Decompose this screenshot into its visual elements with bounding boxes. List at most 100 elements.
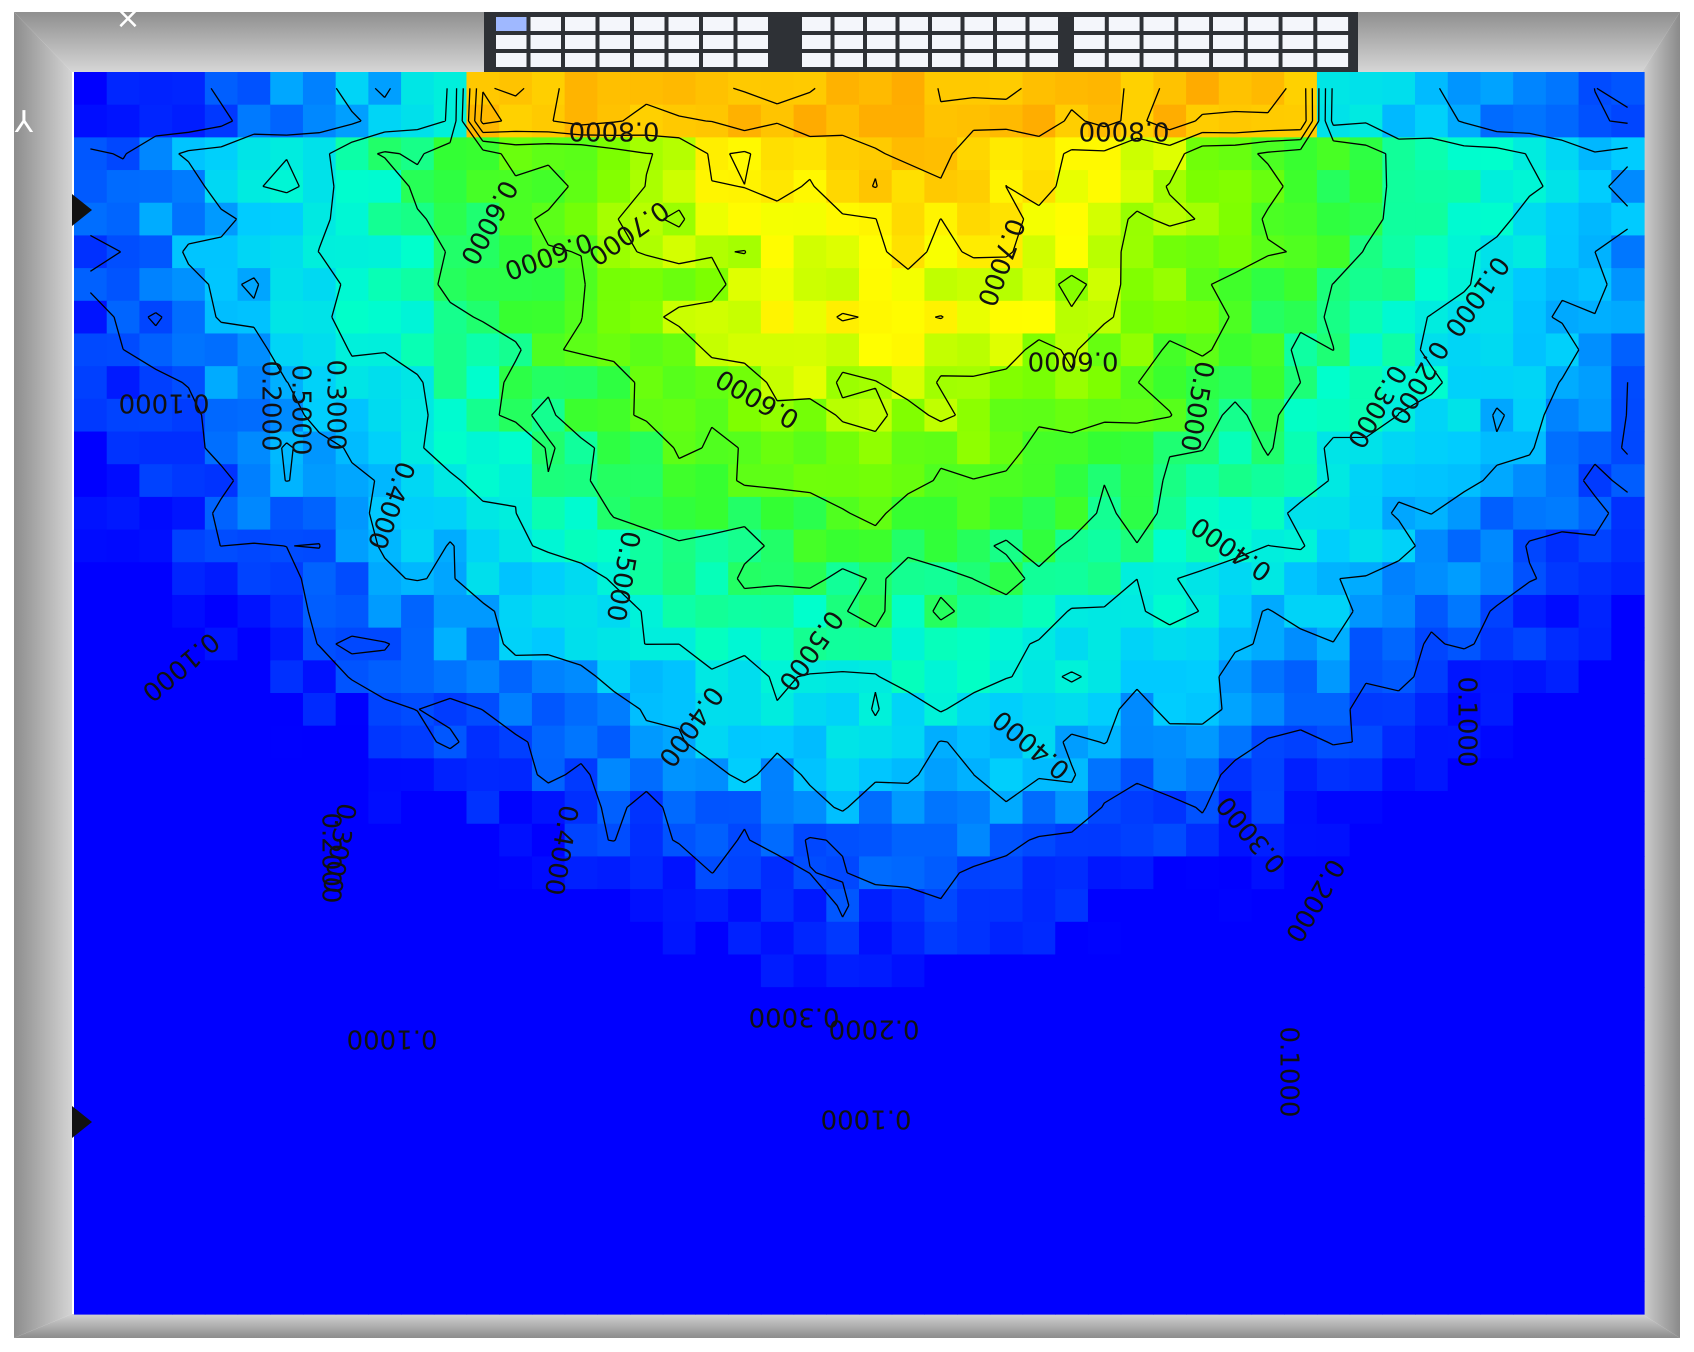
heatmap-cell xyxy=(630,562,664,596)
heatmap-cell xyxy=(1120,791,1154,825)
heatmap-cell xyxy=(1480,987,1514,1021)
heatmap-cell xyxy=(1415,889,1449,923)
heatmap-cell xyxy=(1055,72,1089,106)
heatmap-cell xyxy=(531,954,566,988)
heatmap-cell xyxy=(564,889,598,923)
heatmap-cell xyxy=(499,72,533,106)
heatmap-cell xyxy=(1120,725,1154,759)
contour-label: 0.3000 xyxy=(321,360,351,451)
heatmap-cell xyxy=(466,235,500,269)
heatmap-cell xyxy=(1316,300,1351,335)
heatmap-cell xyxy=(564,856,598,890)
heatmap-cell xyxy=(1087,627,1122,661)
heatmap-cell xyxy=(1349,791,1383,825)
heatmap-cell xyxy=(302,464,337,498)
heatmap-cell xyxy=(1120,398,1154,433)
heatmap-cell xyxy=(630,268,664,302)
heatmap-cell xyxy=(531,758,566,792)
heatmap-cell xyxy=(826,300,860,335)
heatmap-cell xyxy=(1382,758,1416,792)
heatmap-cell xyxy=(1447,1215,1482,1250)
heatmap-cell xyxy=(531,693,566,727)
heatmap-cell xyxy=(1447,1085,1482,1119)
heatmap-cell xyxy=(1611,268,1645,302)
heatmap-cell xyxy=(1447,268,1482,302)
heatmap-cell xyxy=(1578,594,1612,629)
illuminance-heatmap xyxy=(74,72,1645,1315)
heatmap-cell xyxy=(499,1117,533,1152)
heatmap-cell xyxy=(466,464,500,498)
heatmap-cell xyxy=(695,1248,729,1282)
heatmap-cell xyxy=(728,1052,762,1086)
heatmap-cell xyxy=(760,889,795,923)
heatmap-cell xyxy=(106,594,141,629)
heatmap-cell xyxy=(957,1117,991,1152)
heatmap-cell xyxy=(1447,1150,1482,1184)
heatmap-cell xyxy=(695,72,729,106)
heatmap-cell xyxy=(466,1215,500,1250)
heatmap-cell xyxy=(1316,954,1351,988)
heatmap-cell xyxy=(1022,791,1056,825)
heatmap-cell xyxy=(270,300,304,335)
heatmap-cell xyxy=(1284,1215,1318,1250)
heatmap-cell xyxy=(204,72,239,106)
heatmap-cell xyxy=(1284,1183,1318,1217)
heatmap-cell xyxy=(891,725,926,759)
heatmap-cell xyxy=(695,987,729,1021)
heatmap-cell xyxy=(531,72,566,106)
heatmap-cell xyxy=(826,333,860,367)
heatmap-cell xyxy=(401,594,435,629)
heatmap-cell xyxy=(270,594,304,629)
heatmap-cell xyxy=(891,496,926,531)
heatmap-cell xyxy=(1513,1215,1547,1250)
heatmap-cell xyxy=(793,202,827,237)
heatmap-cell xyxy=(1545,1150,1580,1184)
heatmap-cell xyxy=(630,1019,664,1054)
heatmap-cell xyxy=(728,921,762,956)
heatmap-cell xyxy=(891,1281,926,1315)
heatmap-cell xyxy=(237,1150,271,1184)
heatmap-cell xyxy=(74,1215,108,1250)
heatmap-cell xyxy=(139,1215,173,1250)
heatmap-cell xyxy=(237,464,271,498)
heatmap-cell xyxy=(1218,1248,1253,1282)
heatmap-cell xyxy=(826,725,860,759)
heatmap-cell xyxy=(859,104,893,138)
heatmap-cell xyxy=(237,889,271,923)
heatmap-cell xyxy=(531,987,566,1021)
heatmap-cell xyxy=(597,1052,631,1086)
heatmap-cell xyxy=(760,1052,795,1086)
heatmap-cell xyxy=(172,791,206,825)
heatmap-cell xyxy=(433,823,468,858)
heatmap-cell xyxy=(499,889,533,923)
heatmap-cell xyxy=(466,725,500,759)
heatmap-cell xyxy=(302,496,337,531)
heatmap-cell xyxy=(630,366,664,400)
heatmap-cell xyxy=(1415,562,1449,596)
heatmap-cell xyxy=(1120,889,1154,923)
heatmap-cell xyxy=(1349,627,1383,661)
heatmap-cell xyxy=(1218,791,1253,825)
heatmap-cell xyxy=(695,758,729,792)
heatmap-cell xyxy=(564,725,598,759)
heatmap-cell xyxy=(1578,398,1612,433)
heatmap-cell xyxy=(1120,333,1154,367)
heatmap-cell xyxy=(1349,300,1383,335)
heatmap-cell xyxy=(728,987,762,1021)
heatmap-cell xyxy=(433,627,468,661)
heatmap-cell xyxy=(1480,725,1514,759)
heatmap-cell xyxy=(74,1052,108,1086)
heatmap-cell xyxy=(1120,496,1154,531)
heatmap-cell xyxy=(1251,594,1285,629)
heatmap-cell xyxy=(564,104,598,138)
heatmap-cell xyxy=(957,202,991,237)
heatmap-cell xyxy=(695,1052,729,1086)
heatmap-cell xyxy=(499,823,533,858)
heatmap-cell xyxy=(433,1150,468,1184)
heatmap-cell xyxy=(1153,1019,1187,1054)
heatmap-cell xyxy=(1218,921,1253,956)
heatmap-cell xyxy=(1316,889,1351,923)
heatmap-cell xyxy=(1153,235,1187,269)
heatmap-cell xyxy=(302,170,337,204)
heatmap-cell xyxy=(1545,1085,1580,1119)
